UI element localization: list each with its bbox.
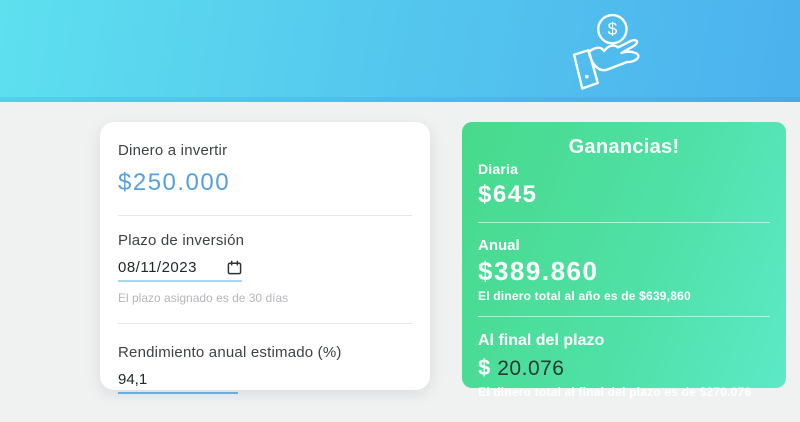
date-input[interactable]: 08/11/2023 — [118, 259, 242, 282]
money-input[interactable]: $250.000 — [118, 169, 231, 196]
term-label: Plazo de inversión — [118, 232, 245, 249]
hand-receiving-dollar-coin-icon: $ — [572, 13, 640, 90]
end-of-term-section: Al final del plazo $ 20.076 El dinero to… — [478, 332, 770, 399]
earnings-title: Ganancias! — [568, 136, 680, 158]
daily-label: Diaria — [478, 161, 519, 177]
divider — [478, 316, 770, 317]
investment-form-card: Dinero a invertir $250.000 Plazo de inve… — [100, 122, 430, 394]
currency-symbol: $ — [478, 355, 491, 380]
money-section: Dinero a invertir $250.000 — [118, 142, 412, 197]
end-of-term-label: Al final del plazo — [478, 332, 605, 349]
annual-section: Anual $389.860 El dinero total al año es… — [478, 237, 770, 303]
yield-input[interactable] — [118, 371, 238, 394]
calendar-icon[interactable] — [227, 260, 242, 275]
yield-section: Rendimiento anual estimado (%) — [118, 344, 412, 394]
yield-label: Rendimiento anual estimado (%) — [118, 344, 342, 361]
daily-section: Diaria $645 — [478, 161, 770, 209]
term-section: Plazo de inversión 08/11/2023 El plazo a… — [118, 232, 412, 305]
term-helper-text: El plazo asignado es de 30 días — [118, 291, 289, 305]
end-of-term-helper-text: El dinero total al final del plazo es de… — [478, 385, 752, 399]
end-of-term-value-row: $ 20.076 — [478, 355, 770, 381]
coin-dollar-symbol: $ — [608, 19, 618, 39]
header-banner: $ — [0, 0, 800, 102]
divider — [478, 222, 770, 223]
date-value: 08/11/2023 — [118, 259, 197, 276]
annual-helper-text: El dinero total al año es de $639,860 — [478, 289, 691, 303]
money-label: Dinero a invertir — [118, 142, 228, 159]
annual-label: Anual — [478, 237, 520, 254]
daily-value: $645 — [478, 181, 538, 208]
earnings-card: Ganancias! Diaria $645 Anual $389.860 El… — [462, 122, 786, 399]
end-of-term-value: 20.076 — [497, 357, 565, 380]
divider — [118, 215, 412, 216]
divider — [118, 323, 412, 324]
annual-value: $389.860 — [478, 256, 599, 286]
